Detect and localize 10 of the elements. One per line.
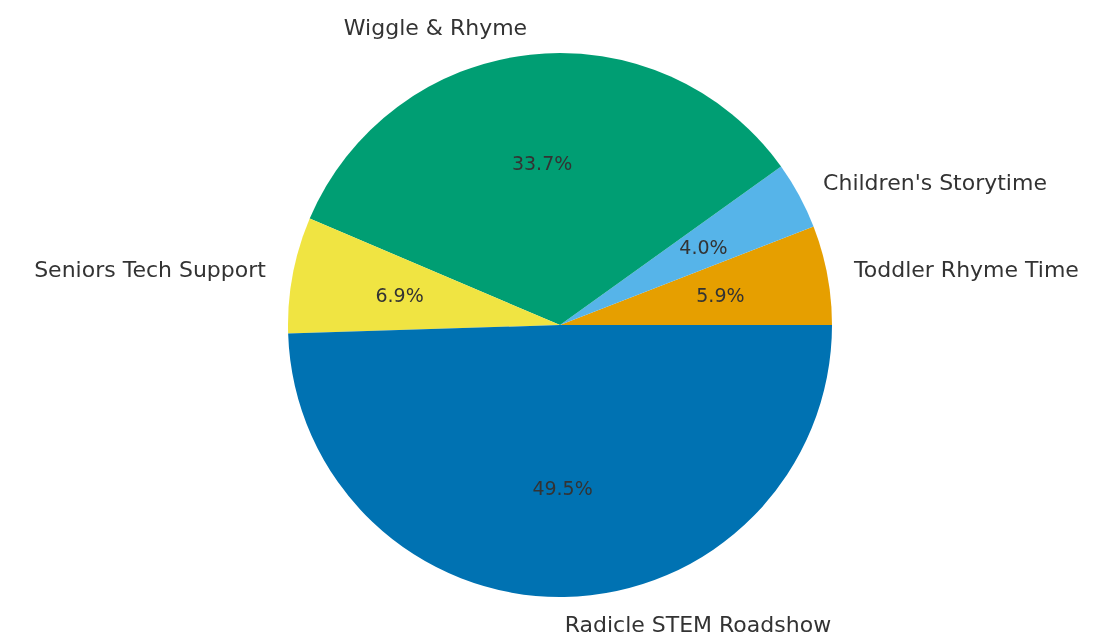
data-label: 33.7%	[511, 151, 573, 174]
slice-label: Seniors Tech Support	[34, 257, 267, 283]
slice-label: Radicle STEM Roadshow	[564, 611, 832, 637]
slice-label: Toddler Rhyme Time	[853, 257, 1079, 283]
data-label: 4.0%	[679, 236, 728, 259]
data-label: 6.9%	[375, 283, 424, 306]
data-label: 5.9%	[696, 283, 745, 306]
slice-label: Wiggle & Rhyme	[343, 15, 528, 41]
data-label: 49.5%	[532, 477, 593, 500]
slice-label: Children's Storytime	[823, 170, 1047, 196]
